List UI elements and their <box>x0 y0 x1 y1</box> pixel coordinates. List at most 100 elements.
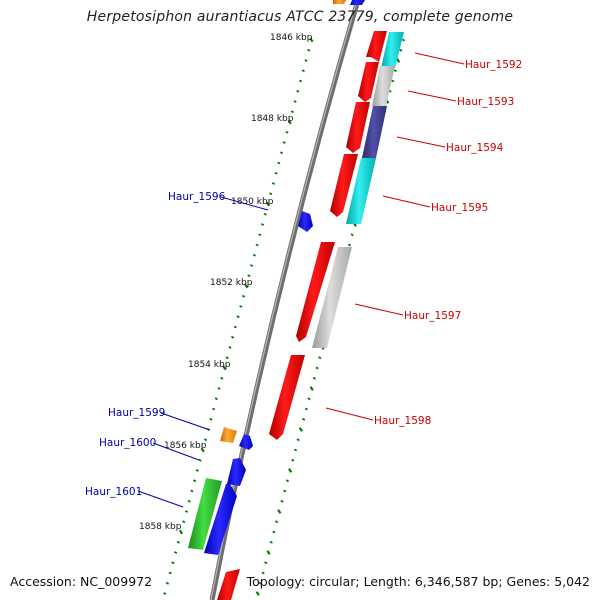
gene-match-gray[interactable] <box>312 247 352 348</box>
tick-mark <box>309 386 314 391</box>
tick-mark <box>282 141 286 144</box>
gene-label-haur-1594[interactable]: Haur_1594 <box>446 142 504 154</box>
gene-label-haur-1596[interactable]: Haur_1596 <box>168 191 226 203</box>
tick-mark <box>287 468 293 473</box>
gene-features <box>188 0 404 600</box>
tick-mark <box>258 581 263 585</box>
gene-arrow-haur-1597[interactable] <box>296 242 335 342</box>
tick-mark <box>298 427 304 432</box>
gene-arrow-haur-1592[interactable] <box>366 31 387 62</box>
tick-mark <box>168 571 172 575</box>
tick-mark <box>347 243 352 247</box>
tick-mark <box>173 551 178 554</box>
tick-mark <box>165 581 170 585</box>
gene-label-haur-1601[interactable]: Haur_1601 <box>85 486 142 498</box>
tick-mark <box>399 48 403 52</box>
tick-mark <box>214 397 218 401</box>
tick-mark <box>260 223 265 226</box>
tick-mark <box>255 243 259 247</box>
tick-mark <box>283 489 287 493</box>
gene-arrow[interactable] <box>350 0 365 5</box>
genome-title: Herpetosiphon aurantiacus ATCC 23779, co… <box>86 9 514 25</box>
tick-mark <box>296 89 300 93</box>
tick-mark <box>184 510 189 513</box>
gene-label-haur-1592[interactable]: Haur_1592 <box>465 59 522 71</box>
tick-mark <box>176 540 180 544</box>
tick-mark <box>171 561 175 565</box>
tick-mark <box>239 305 243 308</box>
kbp-label: 1850 kbp <box>231 197 274 207</box>
tick-mark <box>312 376 317 380</box>
gene-arrow-haur-1595[interactable] <box>330 154 358 217</box>
tick-mark <box>265 201 271 207</box>
gene-match-green[interactable] <box>188 478 222 550</box>
kbp-label: 1846 kbp <box>270 33 313 43</box>
gene-label-haur-1593[interactable]: Haur_1593 <box>457 96 514 108</box>
gene-arrow-haur-1599[interactable] <box>220 427 237 443</box>
gene-arrow-haur-1600[interactable] <box>239 434 253 450</box>
gene-match-purple[interactable] <box>362 106 387 158</box>
accession-text: Accession: NC_009972 <box>10 574 153 589</box>
tick-mark <box>228 346 232 349</box>
tick-mark <box>269 540 273 544</box>
tick-mark <box>244 283 249 289</box>
gene-label-haur-1595[interactable]: Haur_1595 <box>431 202 488 214</box>
tick-mark <box>230 335 235 339</box>
gene-label-haur-1597[interactable]: Haur_1597 <box>404 310 461 322</box>
tick-mark <box>211 407 216 411</box>
tick-mark <box>318 356 322 360</box>
tick-mark <box>393 69 397 73</box>
tick-mark <box>247 274 251 278</box>
tick-mark <box>279 151 284 155</box>
gene-arrow-haur-1596[interactable] <box>298 211 313 232</box>
tick-mark <box>309 37 314 43</box>
tick-mark <box>209 417 213 421</box>
tick-mark <box>252 253 256 257</box>
tick-mark <box>395 58 401 63</box>
tick-mark <box>291 458 295 462</box>
gene-match-cyan[interactable] <box>346 158 376 224</box>
tick-mark <box>287 119 292 125</box>
tick-mark <box>198 458 202 462</box>
tick-mark <box>264 561 268 565</box>
gene-arrow-haur-1594[interactable] <box>346 102 370 153</box>
tick-mark <box>307 397 311 401</box>
tick-mark <box>225 356 229 360</box>
gene-label-haur-1598[interactable]: Haur_1598 <box>374 415 431 427</box>
tick-mark <box>192 479 197 483</box>
gene-match-gray[interactable] <box>372 66 395 106</box>
kbp-label: 1848 kbp <box>251 114 294 124</box>
kbp-label: 1858 kbp <box>139 522 182 532</box>
tick-mark <box>190 489 194 493</box>
tick-mark <box>163 592 167 595</box>
tick-mark <box>178 529 184 535</box>
tick-mark <box>263 212 267 216</box>
tick-mark <box>304 407 308 411</box>
gene-arrow[interactable] <box>217 569 240 600</box>
gene-label-haur-1600[interactable]: Haur_1600 <box>99 437 156 449</box>
gene-arrow[interactable] <box>227 458 246 486</box>
tick-mark <box>315 366 319 370</box>
tick-mark <box>293 100 297 103</box>
gene-arrow[interactable] <box>333 0 346 4</box>
gene-arrow-haur-1601[interactable] <box>204 484 237 555</box>
gene-match-cyan[interactable] <box>381 32 404 68</box>
tick-mark <box>401 38 406 42</box>
tick-mark <box>285 130 289 134</box>
gene-arrow-haur-1593[interactable] <box>358 62 379 102</box>
gene-arrow-haur-1598[interactable] <box>269 355 305 440</box>
tick-mark <box>280 499 284 503</box>
tick-mark <box>249 264 254 267</box>
tick-mark <box>222 365 227 371</box>
tick-mark <box>301 417 306 421</box>
tick-mark <box>285 479 290 483</box>
tick-mark <box>241 294 246 298</box>
tick-mark <box>195 469 199 472</box>
tick-mark <box>217 387 221 390</box>
tick-mark <box>200 447 205 453</box>
tick-mark <box>272 530 276 534</box>
tick-mark <box>277 161 281 165</box>
kbp-label: 1852 kbp <box>210 278 253 288</box>
gene-label-haur-1599[interactable]: Haur_1599 <box>108 407 165 419</box>
